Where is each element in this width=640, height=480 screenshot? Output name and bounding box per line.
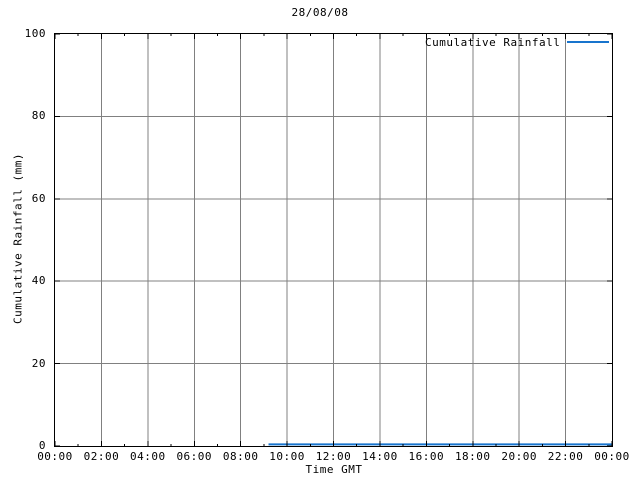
y-tick-label: 60 <box>31 191 46 205</box>
chart-title: 28/08/08 <box>291 6 349 19</box>
x-tick-label: 08:00 <box>222 450 259 463</box>
x-axis-title: Time GMT <box>305 463 363 476</box>
legend-line-swatch <box>567 41 610 43</box>
x-tick-label: 18:00 <box>454 450 491 463</box>
x-tick-label: 22:00 <box>547 450 584 463</box>
x-tick-label: 04:00 <box>130 450 166 463</box>
x-tick-label: 10:00 <box>269 450 305 463</box>
y-tick-label: 80 <box>31 109 46 123</box>
x-tick-label: 00:00 <box>594 450 630 463</box>
y-tick-label: 20 <box>31 356 46 370</box>
y-tick-label: 0 <box>38 439 46 452</box>
x-tick-label: 12:00 <box>315 450 352 463</box>
chart-legend: Cumulative Rainfall <box>425 34 610 50</box>
x-tick-label: 06:00 <box>176 450 213 463</box>
x-tick-label: 00:00 <box>37 450 73 463</box>
y-tick-label: 40 <box>31 274 46 288</box>
y-axis-title: Cumulative Rainfall (mm) <box>11 153 25 324</box>
x-tick-label: 20:00 <box>501 450 537 463</box>
x-tick-label: 02:00 <box>83 450 120 463</box>
plot-area <box>54 33 613 447</box>
x-tick-label: 16:00 <box>408 450 445 463</box>
plot-canvas <box>55 34 612 446</box>
legend-label-cumulative-rainfall: Cumulative Rainfall <box>425 35 561 49</box>
x-tick-label: 14:00 <box>362 450 398 463</box>
y-tick-label: 100 <box>24 27 46 40</box>
